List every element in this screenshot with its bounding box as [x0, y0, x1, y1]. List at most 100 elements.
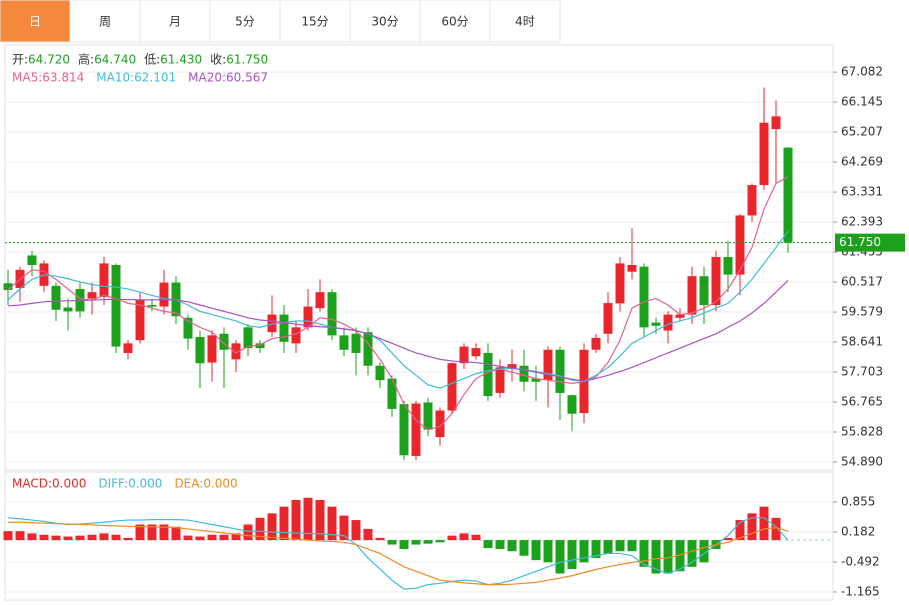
macd-bar — [27, 533, 37, 541]
candle-body — [351, 333, 361, 353]
ohlc-value: 64.740 — [94, 53, 136, 67]
ohlc-label: 收: — [210, 53, 226, 67]
macd-bar — [87, 534, 97, 541]
candle-body — [687, 276, 697, 315]
candle-body — [411, 403, 421, 456]
macd-bar — [339, 515, 349, 541]
tab-bg — [489, 0, 561, 43]
candle-body — [591, 337, 601, 350]
tab[interactable]: 4时 — [489, 0, 561, 43]
macd-bar — [639, 540, 649, 567]
legend-name: MA20: — [188, 71, 226, 85]
candle-body — [291, 327, 301, 344]
macd-bar — [579, 540, 589, 563]
macd-bar — [3, 531, 13, 541]
ohlc-label: 低: — [144, 53, 160, 67]
candle-body — [279, 314, 289, 342]
macd-bar — [723, 537, 733, 541]
macd-bar — [255, 517, 265, 541]
candle-body — [159, 282, 169, 307]
macd-bar — [627, 540, 637, 552]
macd-bar — [663, 540, 673, 574]
candle-body — [531, 378, 541, 382]
y-tick-label: 65.207 — [841, 125, 883, 139]
tab-label: 30分 — [371, 15, 398, 29]
candle-body — [303, 306, 313, 328]
y-tick-label: 58.641 — [841, 335, 883, 349]
macd-bar — [435, 540, 445, 543]
tab-label: 4时 — [515, 15, 535, 29]
macd-bar — [135, 524, 145, 541]
macd-bar — [555, 540, 565, 574]
macd-bar — [399, 540, 409, 550]
candle-body — [723, 257, 733, 275]
macd-bar — [471, 534, 481, 541]
tab[interactable]: 15分 — [279, 0, 351, 43]
candle-body — [663, 314, 673, 331]
candle-body — [51, 285, 61, 310]
y-tick-label: 60.517 — [841, 275, 883, 289]
candle-body — [123, 343, 133, 353]
ohlc-label: 高: — [78, 52, 94, 67]
macd-bar — [603, 540, 613, 554]
macd-bar — [591, 540, 601, 558]
y-tick-label: 54.890 — [841, 455, 883, 469]
y-tick-label: 0.855 — [841, 495, 875, 509]
tab-label: 60分 — [441, 15, 468, 29]
macd-bar — [51, 535, 61, 541]
macd-bar — [171, 526, 181, 541]
macd-bar — [75, 535, 85, 541]
macd-bar — [243, 524, 253, 541]
candle-body — [207, 335, 217, 363]
candle-body — [675, 314, 685, 318]
candle-body — [195, 336, 205, 364]
tab-bg — [279, 0, 351, 43]
candle-body — [315, 292, 325, 309]
macd-bar — [351, 520, 361, 541]
macd-bar — [687, 540, 697, 567]
ohlc-value: 61.750 — [226, 53, 268, 67]
candle-body — [87, 292, 97, 299]
candle-body — [771, 116, 781, 130]
candle-body — [459, 346, 469, 364]
candle-body — [603, 303, 613, 334]
tab[interactable]: 5分 — [209, 0, 281, 43]
legend-value: 63.814 — [42, 71, 84, 85]
macd-bar — [375, 537, 385, 541]
candle-body — [243, 327, 253, 349]
tab-label: 日 — [29, 15, 41, 29]
macd-bar — [567, 540, 577, 570]
macd-bar — [303, 497, 313, 541]
macd-bar — [675, 540, 685, 572]
ohlc-value: 64.720 — [28, 53, 70, 67]
tab[interactable]: 日 — [0, 0, 71, 43]
macd-bar — [507, 540, 517, 552]
tab-label: 5分 — [235, 15, 255, 29]
macd-bar — [735, 520, 745, 541]
y-tick-label: -1.165 — [841, 584, 880, 598]
macd-bar — [771, 517, 781, 541]
y-tick-label: 57.703 — [841, 365, 883, 379]
candle-body — [423, 402, 433, 430]
ohlc-value: 61.430 — [160, 53, 202, 67]
macd-bar — [615, 540, 625, 552]
macd-bar — [63, 536, 73, 541]
tab[interactable]: 月 — [139, 0, 211, 43]
tab-bg — [69, 0, 141, 43]
macd-bar — [147, 524, 157, 541]
legend-value: 60.567 — [226, 71, 268, 85]
tab[interactable]: 60分 — [419, 0, 491, 43]
tab[interactable]: 30分 — [349, 0, 421, 43]
macd-bar — [315, 500, 325, 541]
candle-body — [27, 255, 37, 266]
macd-bar — [411, 540, 421, 545]
y-tick-label: 67.082 — [841, 65, 883, 79]
macd-legend-label: DEA: — [174, 477, 203, 491]
candle-body — [759, 122, 769, 186]
macd-bar — [363, 528, 373, 541]
candle-body — [327, 292, 337, 336]
macd-bar — [99, 533, 109, 541]
candle-body — [543, 349, 553, 381]
macd-bar — [195, 536, 205, 541]
tab[interactable]: 周 — [69, 0, 141, 43]
